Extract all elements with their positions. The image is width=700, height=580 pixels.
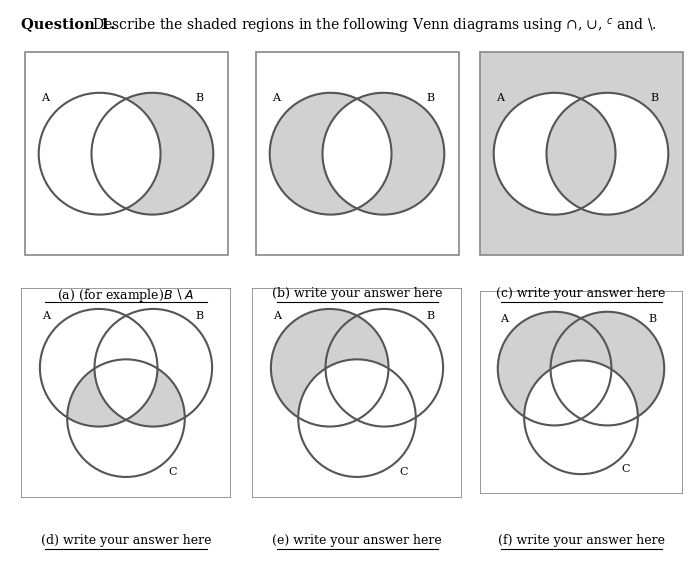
- Text: A: A: [496, 93, 504, 103]
- Text: (e) write your answer here: (e) write your answer here: [272, 534, 442, 546]
- Text: B: B: [195, 311, 204, 321]
- Text: B: B: [426, 93, 434, 103]
- Text: A: A: [273, 311, 281, 321]
- Text: A: A: [41, 93, 49, 103]
- Text: (c) write your answer here: (c) write your answer here: [496, 287, 666, 300]
- Text: (d) write your answer here: (d) write your answer here: [41, 534, 211, 546]
- Text: B: B: [195, 93, 203, 103]
- Text: A: A: [272, 93, 280, 103]
- Text: A: A: [42, 311, 50, 321]
- Text: (f) write your answer here: (f) write your answer here: [498, 534, 664, 546]
- Text: A: A: [500, 314, 507, 324]
- Text: (a) (for example)$B \setminus A$: (a) (for example)$B \setminus A$: [57, 287, 195, 304]
- Text: C: C: [168, 467, 176, 477]
- Text: Question 1.: Question 1.: [21, 17, 115, 31]
- Text: C: C: [622, 464, 630, 474]
- Text: (b) write your answer here: (b) write your answer here: [272, 287, 442, 300]
- Text: B: B: [650, 93, 658, 103]
- Text: Describe the shaded regions in the following Venn diagrams using ∩, ∪, $^c$ and : Describe the shaded regions in the follo…: [88, 17, 657, 37]
- Text: B: B: [426, 311, 435, 321]
- Text: C: C: [399, 467, 407, 477]
- Text: B: B: [648, 314, 656, 324]
